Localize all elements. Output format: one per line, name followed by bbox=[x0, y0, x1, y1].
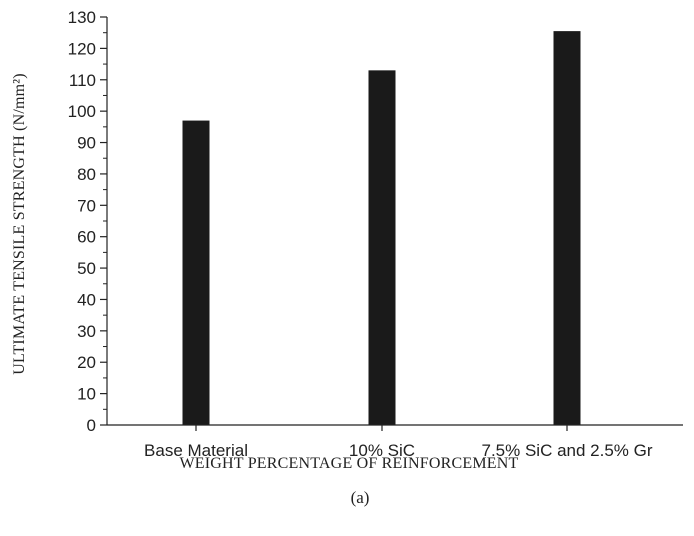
y-tick-label: 0 bbox=[87, 416, 96, 435]
bars bbox=[182, 31, 581, 426]
y-tick-label: 10 bbox=[77, 385, 96, 404]
x-tick-label: 10% SiC bbox=[349, 441, 415, 460]
x-axis-ticks: Base Material 10% SiC 7.5% SiC and 2.5% Gr bbox=[144, 425, 653, 460]
y-tick-label: 30 bbox=[77, 322, 96, 341]
bar bbox=[553, 31, 581, 425]
y-axis-title: ULTIMATE TENSILE STRENGTH (N/mm²) bbox=[11, 73, 28, 375]
x-tick-label: 7.5% SiC and 2.5% Gr bbox=[481, 441, 652, 460]
y-tick-label: 70 bbox=[77, 196, 96, 215]
y-tick-label: 60 bbox=[77, 228, 96, 247]
y-tick-label: 100 bbox=[68, 102, 96, 121]
bar bbox=[368, 70, 396, 425]
y-tick-label: 40 bbox=[77, 290, 96, 309]
x-axis-title: WEIGHT PERCENTAGE OF REINFORCEMENT bbox=[180, 455, 519, 472]
y-tick-label: 50 bbox=[77, 259, 96, 278]
y-tick-label: 90 bbox=[77, 134, 96, 153]
y-tick-label: 110 bbox=[69, 71, 96, 90]
y-axis-ticks: 0 10 20 30 40 50 60 70 80 90 100 110 120 130 bbox=[68, 8, 107, 435]
y-tick-label: 80 bbox=[77, 165, 96, 184]
bar bbox=[182, 120, 210, 426]
y-tick-label: 120 bbox=[68, 39, 96, 58]
y-tick-label: 130 bbox=[68, 8, 96, 27]
x-tick-label: Base Material bbox=[144, 441, 248, 460]
y-tick-label: 20 bbox=[77, 353, 96, 372]
figure-caption: (a) bbox=[351, 488, 370, 507]
